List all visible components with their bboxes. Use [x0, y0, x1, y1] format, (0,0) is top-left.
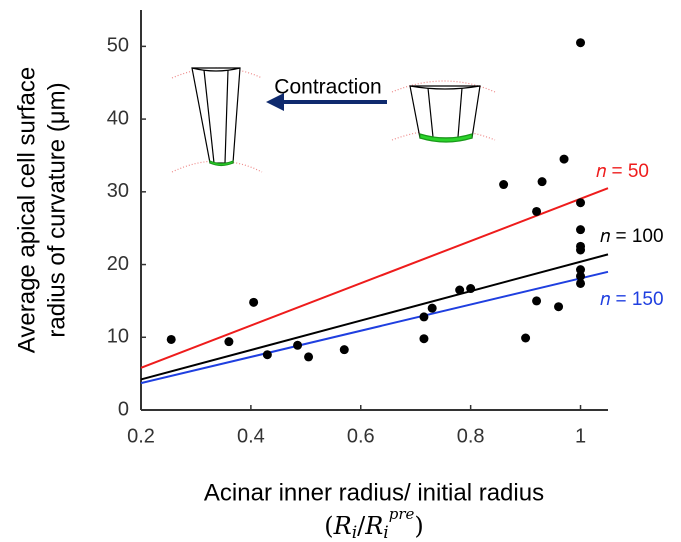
line-label: 𝑛 = 50	[596, 161, 649, 182]
point	[576, 38, 586, 48]
point	[532, 206, 542, 216]
point	[521, 333, 531, 343]
illustration-initial	[391, 80, 496, 143]
line-label: 𝑛 = 150	[600, 289, 664, 310]
x-tick-label: 0.6	[347, 425, 375, 447]
y-tick-label: 10	[107, 326, 129, 348]
x-axis-label: Acinar inner radius/ initial radius	[204, 479, 544, 506]
fit-line	[140, 187, 609, 369]
formula-part: pre	[389, 505, 415, 523]
point	[455, 285, 465, 295]
formula-part: /	[357, 512, 366, 540]
x-tick-label: 0.2	[127, 425, 155, 447]
x-tick-label: 1	[575, 425, 586, 447]
point	[419, 312, 429, 322]
y-tick-label: 50	[107, 35, 129, 57]
point	[419, 334, 429, 344]
point	[166, 334, 176, 344]
annotation: Contraction	[274, 76, 381, 99]
fit-line	[140, 253, 609, 381]
y-tick-label: 40	[107, 107, 129, 129]
point	[576, 198, 586, 208]
point	[466, 284, 476, 294]
formula-part: R	[364, 512, 383, 540]
point	[499, 180, 509, 190]
point	[532, 296, 542, 306]
formula-part: R	[333, 512, 352, 540]
arrow	[266, 93, 387, 111]
illustration-contracted	[171, 67, 263, 173]
point	[554, 302, 564, 312]
y-axis-label: radius of curvature (μm)	[43, 82, 70, 337]
point	[576, 225, 586, 235]
formula-part: i	[383, 523, 388, 542]
y-axis-label: Average apical cell surface	[13, 67, 40, 353]
point	[249, 297, 259, 307]
formula-part: (	[324, 512, 333, 540]
point	[304, 352, 314, 362]
point	[576, 265, 586, 275]
point	[576, 245, 586, 255]
point	[262, 350, 272, 360]
formula-part: )	[414, 512, 423, 540]
point	[576, 271, 586, 281]
fit-line	[140, 270, 609, 385]
y-tick-label: 30	[107, 180, 129, 202]
point	[427, 303, 437, 313]
x-tick-label: 0.8	[457, 425, 485, 447]
point	[339, 345, 349, 355]
point	[537, 177, 547, 187]
x-axis-formula: (Ri/Ripre)	[324, 505, 424, 542]
x-tick-label: 0.4	[237, 425, 265, 447]
formula-part: i	[352, 523, 357, 542]
point	[293, 340, 303, 350]
point	[224, 337, 234, 347]
y-tick-label: 0	[118, 398, 129, 420]
point	[576, 278, 586, 288]
y-tick-label: 20	[107, 253, 129, 275]
point	[559, 154, 569, 164]
line-label: 𝑛 = 100	[600, 226, 664, 247]
